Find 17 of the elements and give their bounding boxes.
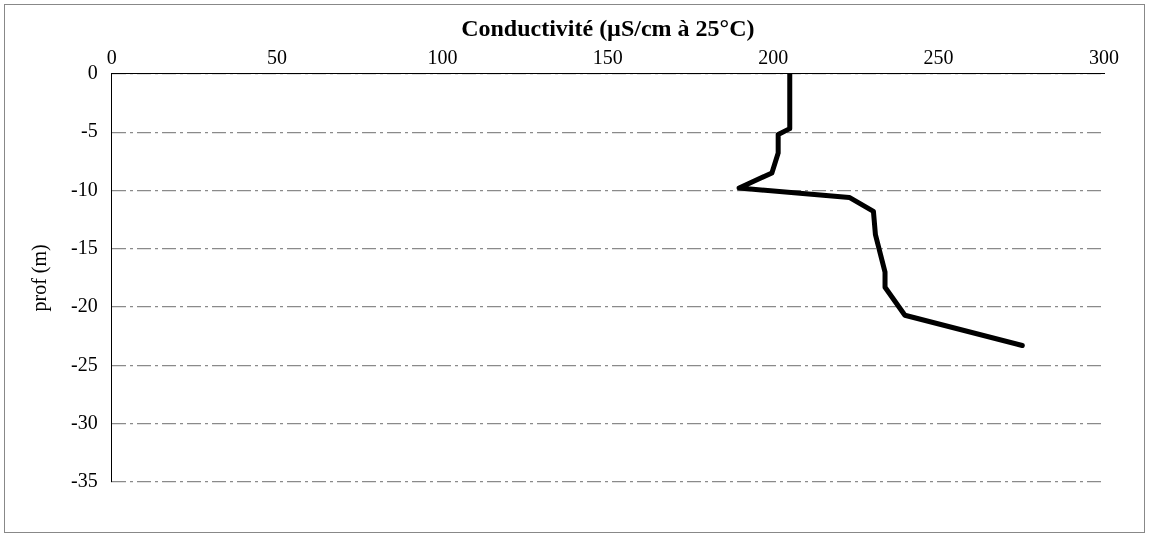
x-tick-label: 150 — [592, 46, 623, 69]
x-tick-label: 100 — [427, 46, 458, 69]
x-tick-label: 0 — [106, 46, 117, 69]
y-tick-label: -30 — [70, 410, 98, 433]
y-tick-label: 0 — [87, 61, 98, 84]
x-tick-label: 50 — [267, 46, 288, 69]
y-tick-label: -35 — [70, 469, 98, 492]
y-tick-label: -15 — [70, 235, 98, 258]
y-tick-label: -5 — [80, 119, 98, 142]
x-tick-label: 300 — [1089, 46, 1119, 69]
x-tick-label: 250 — [923, 46, 954, 69]
y-tick-label: -25 — [70, 352, 98, 375]
x-axis-title: Conductivité (µS/cm à 25°C) — [461, 14, 755, 41]
y-axis-title: prof (m) — [28, 244, 52, 312]
y-tick-label: -20 — [70, 294, 98, 317]
x-tick-label: 200 — [758, 46, 789, 69]
y-tick-label: -10 — [70, 177, 98, 200]
